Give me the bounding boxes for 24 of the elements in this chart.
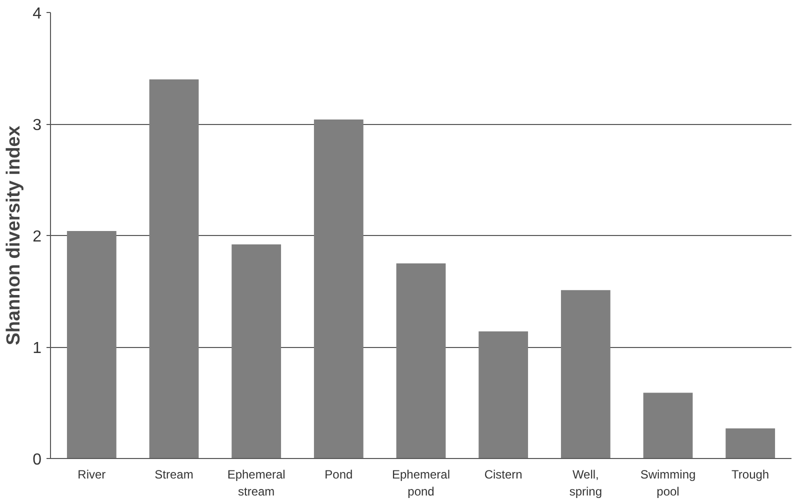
y-tick-label: 1 — [32, 340, 42, 357]
x-tick-label: Swimming pool — [640, 468, 696, 498]
x-tick-label: Well, spring — [569, 468, 602, 498]
bar — [66, 231, 116, 458]
bar — [478, 331, 528, 458]
x-tick-label: Stream — [154, 468, 194, 482]
x-tick-label: Ephemeral stream — [227, 468, 286, 498]
y-tick-label: 0 — [32, 452, 42, 468]
y-tick-label: 2 — [32, 228, 42, 246]
x-tick-label: Pond — [324, 468, 353, 482]
x-tick-label: Ephemeral pond — [392, 468, 450, 498]
x-tick-label: Trough — [732, 468, 770, 482]
bar — [643, 392, 693, 458]
y-tick-label: 3 — [32, 117, 42, 134]
bar — [149, 79, 199, 458]
y-axis-title: Shannon diversity index — [4, 125, 25, 346]
bar — [560, 290, 610, 458]
bar — [396, 263, 446, 458]
bar — [232, 244, 282, 458]
bar — [314, 120, 364, 458]
x-tick-label: River — [78, 468, 106, 482]
y-tick-label: 4 — [32, 6, 42, 22]
bar — [726, 428, 776, 458]
x-tick-label: Cistern — [484, 468, 522, 482]
